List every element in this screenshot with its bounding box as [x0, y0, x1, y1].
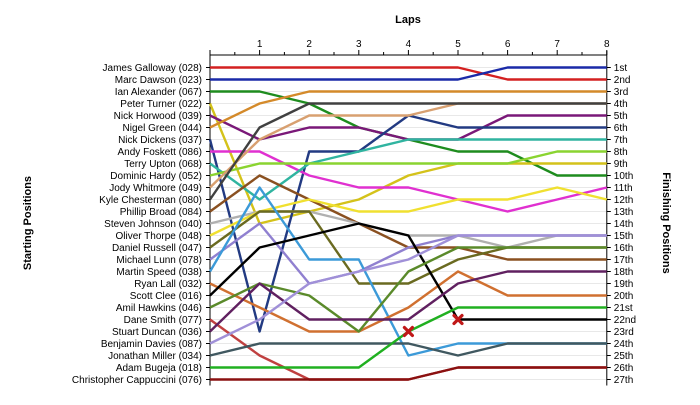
series-line [209, 342, 607, 357]
finishing-label: 15th [614, 231, 633, 242]
series-line [209, 210, 607, 249]
driver-labels: James Galloway (028)Marc Dawson (023)Ian… [72, 63, 202, 386]
finishing-label: 27th [614, 375, 633, 386]
series-lines [208, 66, 608, 381]
series-line [209, 246, 607, 333]
retired-cross-shape [452, 313, 464, 326]
finishing-label: 11th [614, 183, 633, 194]
series-line [210, 366, 607, 381]
driver-label: Jody Whitmore (049) [109, 183, 202, 194]
series-line [209, 270, 607, 333]
x-tick-label: 6 [505, 39, 511, 50]
finishing-label: 4th [614, 99, 628, 110]
finishing-label: 1st [614, 63, 628, 74]
finishing-label: 18th [614, 267, 633, 278]
retired-marker [452, 313, 464, 326]
series-line [209, 222, 607, 285]
left-axis-title: Starting Positions [22, 176, 34, 270]
x-axis-ticks: 1 2 3 4 5 6 7 8 [209, 39, 610, 55]
finishing-label: 26th [614, 363, 633, 374]
finishing-label: 5th [614, 111, 628, 122]
driver-label: Daniel Russell (047) [112, 243, 202, 254]
series-line [210, 150, 608, 213]
series-line [209, 138, 607, 201]
series-line [210, 66, 607, 81]
finishing-label: 21st [614, 303, 633, 314]
driver-label: Andy Foskett (086) [118, 147, 202, 158]
finishing-label: 12th [614, 195, 633, 206]
finishing-label: 14th [614, 219, 633, 230]
x-tick-label: 1 [257, 39, 263, 50]
x-tick-label: 3 [356, 39, 362, 50]
series-line [209, 270, 607, 333]
finishing-label: 19th [614, 279, 633, 290]
retired-marker [402, 325, 414, 338]
driver-label: Martin Speed (038) [116, 267, 202, 278]
series-line [209, 90, 607, 129]
driver-label: Michael Lunn (078) [116, 255, 202, 266]
series-line [209, 318, 607, 381]
driver-label: Amil Hawkins (046) [116, 303, 202, 314]
finishing-label: 23rd [614, 327, 634, 338]
driver-label: Benjamin Davies (087) [101, 339, 202, 350]
driver-label: Adam Bugeja (018) [116, 363, 202, 374]
series-line [210, 306, 607, 369]
driver-label: Marc Dawson (023) [115, 75, 202, 86]
finishing-label: 6th [614, 123, 628, 134]
finishing-label: 16th [614, 243, 633, 254]
driver-label: Peter Turner (022) [120, 99, 202, 110]
driver-label: Kyle Chesterman (080) [99, 195, 202, 206]
x-tick-label: 5 [455, 39, 461, 50]
driver-label: Dane Smith (077) [124, 315, 202, 326]
series-line [209, 150, 607, 177]
finishing-label: 7th [614, 135, 628, 146]
finishing-label: 10th [614, 171, 633, 182]
finishing-label: 9th [614, 159, 628, 170]
finishing-label: 8th [614, 147, 628, 158]
finishing-label: 24th [614, 339, 633, 350]
driver-label: Ryan Lall (032) [134, 279, 202, 290]
finishing-label: 22nd [614, 315, 636, 326]
driver-label: Terry Upton (068) [124, 159, 202, 170]
driver-label: Nigel Green (044) [123, 123, 202, 134]
driver-label: Steven Johnson (040) [104, 219, 202, 230]
driver-label: Scott Clee (016) [130, 291, 202, 302]
driver-label: Jonathan Miller (034) [108, 351, 202, 362]
series-line [209, 222, 607, 321]
finishing-label: 20th [614, 291, 633, 302]
series-line [209, 234, 607, 345]
x-tick-label: 7 [554, 39, 560, 50]
x-axis-title: Laps [395, 14, 421, 26]
series-line [208, 103, 607, 225]
x-tick-label: 8 [604, 39, 610, 50]
finishing-label: 25th [614, 351, 633, 362]
driver-label: Christopher Cappuccini (076) [72, 375, 202, 386]
driver-label: Nick Horwood (039) [114, 111, 202, 122]
finishing-label: 3rd [614, 87, 628, 98]
finishing-label: 2nd [614, 75, 631, 86]
series-line [209, 102, 607, 201]
driver-label: Oliver Thorpe (048) [115, 231, 202, 242]
driver-label: Dominic Hardy (052) [110, 171, 202, 182]
right-axis-title: Finishing Positions [660, 172, 672, 273]
driver-label: Nick Dickens (037) [118, 135, 202, 146]
retirement-markers [402, 313, 464, 338]
finishing-label: 17th [614, 255, 633, 266]
finishing-position-labels: 1st2nd3rd4th5th6th7th8th9th10th11th12th1… [614, 63, 636, 386]
finishing-label: 13th [614, 207, 633, 218]
series-line [209, 186, 608, 237]
retired-cross-shape [402, 325, 414, 338]
driver-label: Stuart Duncan (036) [112, 327, 202, 338]
driver-label: Ian Alexander (067) [115, 87, 202, 98]
x-tick-label: 2 [306, 39, 312, 50]
x-tick-label: 4 [406, 39, 412, 50]
driver-label: James Galloway (028) [103, 63, 202, 74]
driver-label: Phillip Broad (084) [120, 207, 202, 218]
series-line [210, 66, 607, 81]
